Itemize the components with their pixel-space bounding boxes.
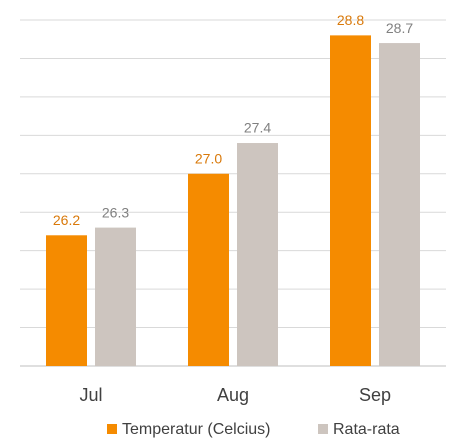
bar [330, 35, 371, 366]
legend-label: Temperatur (Celcius) [122, 421, 270, 438]
data-label: 26.3 [102, 204, 129, 220]
legend-label: Rata-rata [333, 421, 400, 438]
data-label: 27.4 [244, 120, 271, 136]
legend-swatch [318, 424, 328, 434]
x-tick-label: Jul [79, 385, 102, 405]
data-label: 27.0 [195, 150, 222, 166]
x-tick-label: Sep [359, 385, 391, 405]
legend-swatch [107, 424, 117, 434]
x-tick-label: Aug [217, 385, 249, 405]
data-label: 28.7 [386, 20, 413, 36]
bar [95, 227, 136, 366]
bar [237, 143, 278, 366]
data-label: 28.8 [337, 12, 364, 28]
bar [46, 235, 87, 366]
data-label: 26.2 [53, 212, 80, 228]
bar [188, 173, 229, 366]
bar [379, 43, 420, 367]
